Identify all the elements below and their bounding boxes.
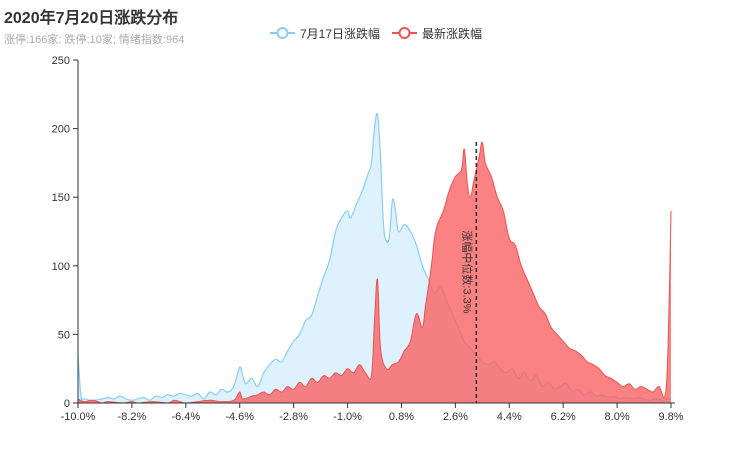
series-area-latest: [78, 142, 671, 403]
median-label: 涨幅中位数:3.3%: [460, 230, 474, 313]
x-tick-label: 0.8%: [389, 411, 414, 423]
series-layer: [77, 113, 672, 404]
legend-label: 最新涨跌幅: [422, 26, 483, 41]
x-tick-label: 4.4%: [497, 411, 522, 423]
y-tick-label: 250: [52, 55, 70, 67]
y-tick-label: 0: [64, 398, 70, 410]
x-tick-label: -10.0%: [61, 411, 96, 423]
chart-subtitle: 涨停:166家; 跌停:10家; 情绪指数:964: [4, 34, 185, 46]
axis-layer: 0 50 100 150 200 250 -10.0% -8.2% -6.4% -4.6% -2.8…: [52, 55, 684, 423]
y-tick-label: 50: [58, 329, 70, 341]
x-tick-label: 9.8%: [658, 411, 683, 423]
legend-item-latest[interactable]: 最新涨跌幅: [392, 25, 482, 42]
y-tick-label: 200: [52, 124, 70, 136]
legend-line-circle-icon: [392, 27, 418, 39]
x-tick-label: 6.2%: [551, 411, 576, 423]
legend: 7月17日涨跌幅 最新涨跌幅: [270, 24, 494, 42]
series-line-latest: [77, 141, 672, 404]
markline-layer: 涨幅中位数:3.3%: [460, 142, 478, 403]
x-tick-label: 2.6%: [443, 411, 468, 423]
x-tick-label: 8.0%: [605, 411, 630, 423]
legend-item-previous[interactable]: 7月17日涨跌幅: [270, 25, 380, 42]
x-tick-label: -2.8%: [279, 411, 308, 423]
series-area-previous: [78, 113, 671, 403]
legend-circle: [398, 27, 411, 39]
legend-label: 7月17日涨跌幅: [300, 26, 381, 41]
y-tick-label: 150: [52, 192, 70, 204]
y-tick-label: 100: [52, 261, 70, 273]
x-tick-label: -1.0%: [333, 411, 362, 423]
legend-line-circle-icon: [270, 27, 295, 39]
x-tick-label: -6.4%: [171, 411, 200, 423]
chart-title: 2020年7月20日涨跌分布: [4, 10, 179, 27]
x-tick-label: -4.6%: [225, 411, 254, 423]
x-tick-label: -8.2%: [118, 411, 147, 423]
legend-circle: [276, 27, 289, 39]
